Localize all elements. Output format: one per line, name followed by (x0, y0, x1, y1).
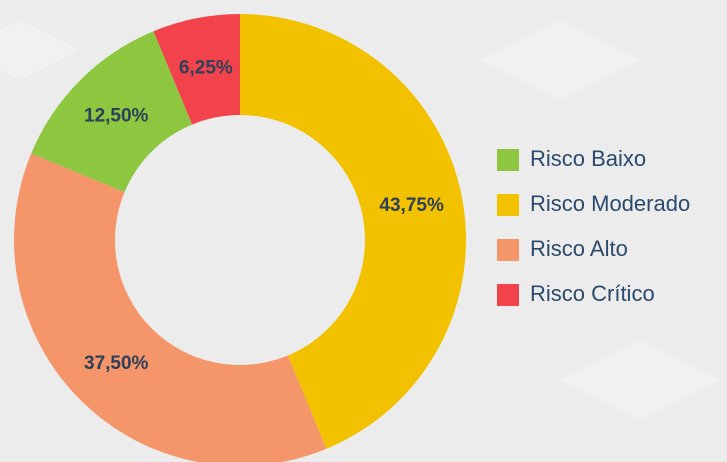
background-pattern (0, 20, 720, 420)
legend-swatch (497, 239, 519, 261)
legend-swatch (497, 284, 519, 306)
donut-segment (153, 13, 240, 125)
legend-swatch (497, 149, 519, 171)
legend-label: Risco Moderado (530, 191, 690, 216)
donut-segment (31, 31, 193, 193)
donut-segment (14, 153, 327, 462)
value-label: 37,50% (84, 353, 149, 374)
legend-swatch (497, 194, 519, 216)
legend-label: Risco Baixo (530, 146, 646, 171)
legend-label: Risco Crítico (530, 281, 655, 306)
value-label: 43,75% (379, 195, 444, 216)
value-label: 6,25% (179, 57, 233, 78)
legend-label: Risco Alto (530, 236, 628, 261)
value-label: 12,50% (84, 105, 149, 126)
donut-segment (240, 14, 466, 449)
